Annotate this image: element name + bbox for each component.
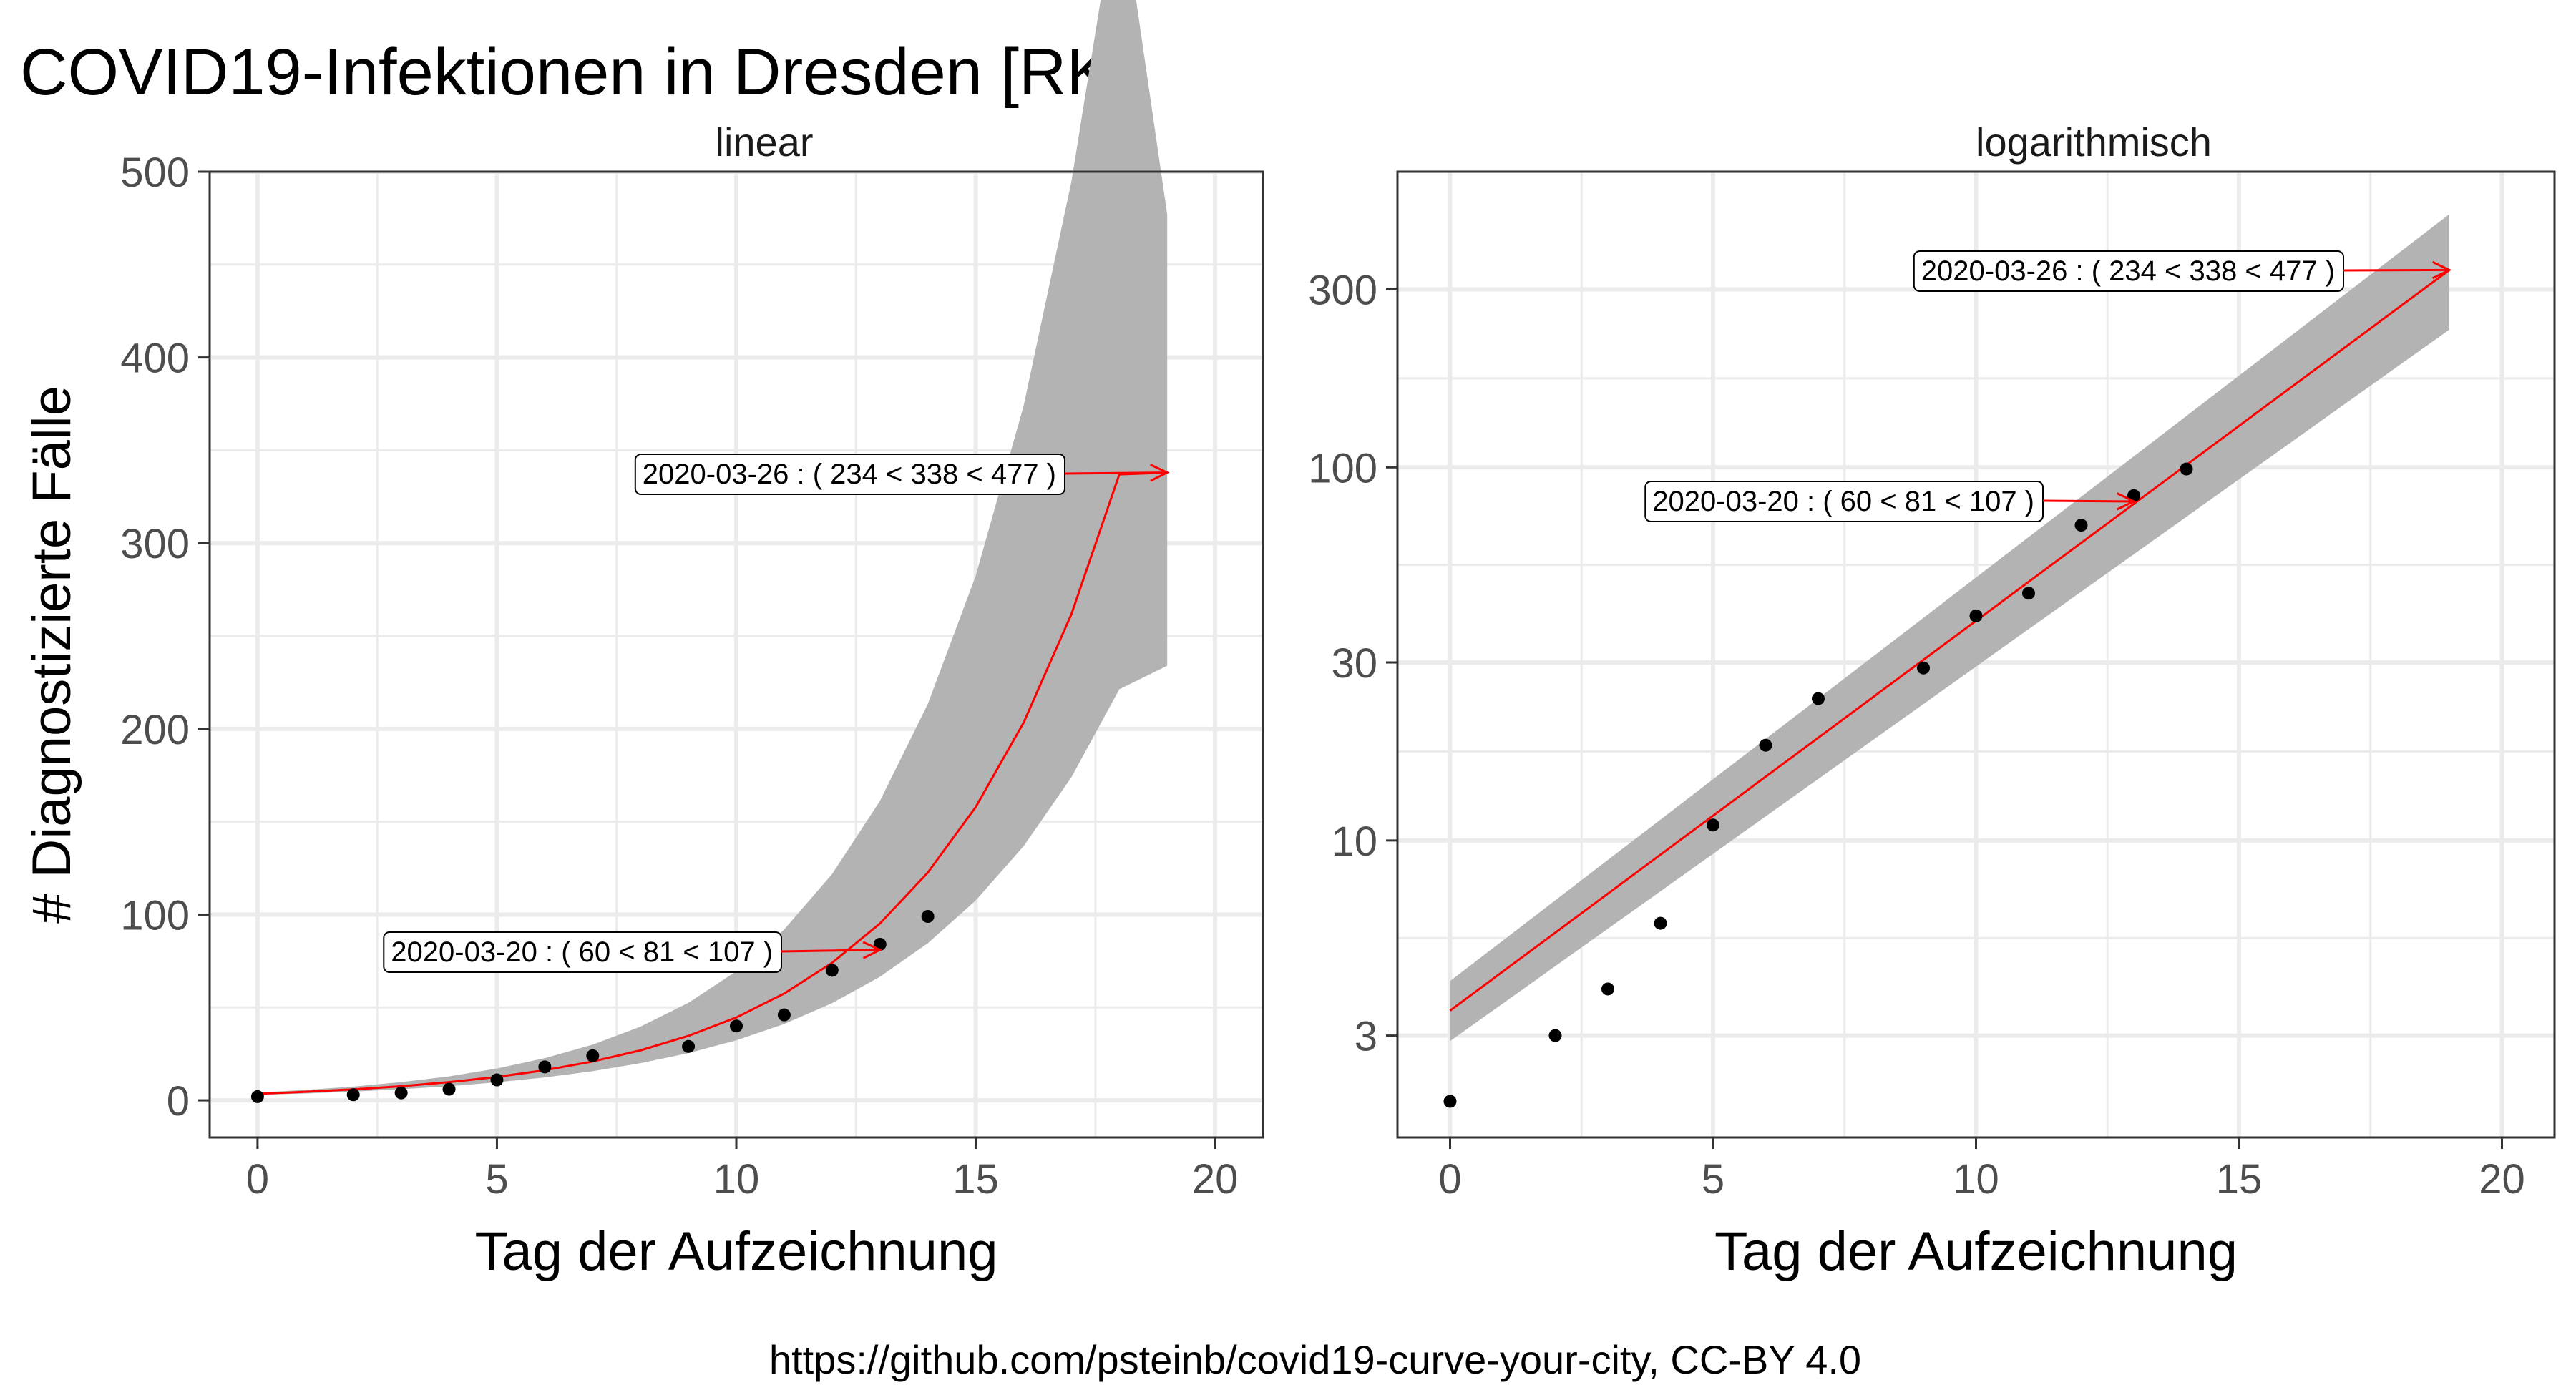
facet-title: linear xyxy=(716,119,814,165)
annotation-label: 2020-03-20 : ( 60 < 81 < 107 ) xyxy=(1652,486,2034,517)
annotation-arrow xyxy=(1064,471,1168,475)
chart-title: COVID19-Infektionen in Dresden [RKI] xyxy=(20,36,1147,109)
data-point xyxy=(1654,916,1667,930)
panel-logarithmisch: logarithmisch 2020-03-20 : ( 60 < 81 < 10… xyxy=(1308,119,2556,1282)
data-point xyxy=(1443,1095,1457,1108)
data-point xyxy=(250,1090,264,1103)
data-point xyxy=(921,910,935,924)
annotation: 2020-03-26 : ( 234 < 338 < 477 ) xyxy=(1913,250,2452,292)
data-point xyxy=(777,1008,791,1022)
x-tick-label: 20 xyxy=(1192,1156,1239,1203)
data-point xyxy=(442,1082,456,1096)
chart-caption: https://github.com/psteinb/covid19-curve… xyxy=(769,1337,1861,1382)
y-tick-label: 400 xyxy=(120,336,190,382)
y-tick-label: 300 xyxy=(120,521,190,567)
x-axis-title: Tag der Aufzeichnung xyxy=(475,1221,998,1282)
data-point xyxy=(490,1073,504,1087)
y-tick-label: 100 xyxy=(120,892,190,939)
data-point xyxy=(825,964,839,977)
data-point xyxy=(1812,692,1825,705)
x-axis-title: Tag der Aufzeichnung xyxy=(1714,1221,2238,1282)
annotation-label: 2020-03-26 : ( 234 < 338 < 477 ) xyxy=(1921,255,2335,287)
y-tick-label: 200 xyxy=(120,707,190,753)
annotation: 2020-03-20 : ( 60 < 81 < 107 ) xyxy=(383,931,883,973)
data-point xyxy=(394,1086,408,1100)
annotation-label: 2020-03-26 : ( 234 < 338 < 477 ) xyxy=(643,459,1056,490)
y-tick-label: 3 xyxy=(1355,1014,1377,1060)
x-tick-label: 5 xyxy=(485,1156,508,1203)
annotation-box xyxy=(634,454,1065,495)
data-point xyxy=(1917,661,1930,675)
annotation-arrowhead xyxy=(2116,492,2137,511)
data-point xyxy=(1707,818,1719,832)
facet-title: logarithmisch xyxy=(1976,119,2212,165)
x-tick-label: 15 xyxy=(952,1156,999,1203)
data-point xyxy=(346,1088,360,1102)
x-tick-label: 0 xyxy=(1438,1156,1461,1203)
y-tick-label: 500 xyxy=(120,150,190,196)
data-point xyxy=(1548,1029,1562,1042)
y-tick-label: 0 xyxy=(167,1078,190,1125)
y-tick-label: 300 xyxy=(1308,267,1377,313)
x-tick-label: 10 xyxy=(713,1156,760,1203)
annotation-label: 2020-03-20 : ( 60 < 81 < 107 ) xyxy=(391,936,773,968)
fit-line xyxy=(257,471,1168,1095)
y-tick-label: 100 xyxy=(1308,445,1377,491)
annotation-arrowhead xyxy=(2431,260,2452,280)
annotation-arrowhead xyxy=(1150,464,1170,482)
y-tick-label: 30 xyxy=(1331,640,1377,687)
data-point xyxy=(682,1039,696,1053)
data-point xyxy=(730,1019,743,1033)
data-point xyxy=(538,1060,552,1074)
annotation-box xyxy=(1913,250,2344,292)
x-tick-label: 5 xyxy=(1702,1156,1724,1203)
data-point xyxy=(1601,982,1614,996)
annotation: 2020-03-20 : ( 60 < 81 < 107 ) xyxy=(1644,481,2137,522)
data-point xyxy=(1969,609,1983,622)
data-point xyxy=(586,1049,600,1062)
annotation-arrowhead xyxy=(862,941,883,959)
x-tick-label: 0 xyxy=(246,1156,269,1203)
x-tick-label: 20 xyxy=(2479,1156,2525,1203)
fit-line xyxy=(1449,269,2450,1012)
annotation-arrow xyxy=(781,949,880,953)
annotation-box xyxy=(383,931,782,973)
data-point xyxy=(1759,738,1772,752)
y-axis-title: # Diagnostizierte Fälle xyxy=(21,386,82,924)
data-point xyxy=(2022,587,2035,600)
annotation: 2020-03-26 : ( 234 < 338 < 477 ) xyxy=(634,454,1170,495)
confidence-ribbon xyxy=(1450,214,2449,1042)
x-tick-label: 10 xyxy=(1953,1156,1999,1203)
data-point xyxy=(2180,462,2193,476)
x-tick-label: 15 xyxy=(2216,1156,2263,1203)
data-point xyxy=(2074,519,2088,532)
confidence-ribbon xyxy=(257,0,1168,1095)
y-tick-label: 10 xyxy=(1331,818,1377,865)
